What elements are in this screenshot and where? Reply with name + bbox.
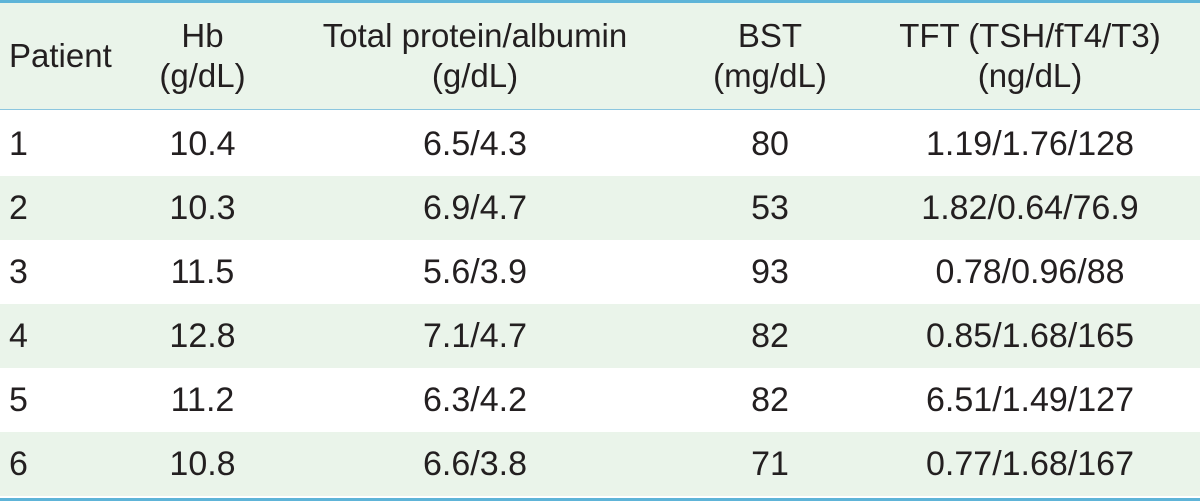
table-header-background xyxy=(0,3,1200,109)
cell-patient: 6 xyxy=(9,444,28,483)
header-tft-unit: (ng/dL) xyxy=(977,57,1083,94)
cell-hb: 12.8 xyxy=(169,316,236,355)
cell-tft: 0.78/0.96/88 xyxy=(935,252,1125,291)
cell-tft: 1.19/1.76/128 xyxy=(926,124,1134,163)
header-bst: BST (mg/dL) xyxy=(680,3,860,109)
cell-total-protein-albumin: 5.6/3.9 xyxy=(423,252,527,291)
cell-tft: 0.77/1.68/167 xyxy=(926,444,1134,483)
header-tft-line1: TFT (TSH/fT4/T3) xyxy=(899,17,1161,54)
cell-hb: 10.4 xyxy=(169,124,236,163)
cell-total-protein-albumin: 7.1/4.7 xyxy=(423,316,527,355)
cell-hb: 11.2 xyxy=(170,380,235,419)
header-tft: TFT (TSH/fT4/T3) (ng/dL) xyxy=(880,3,1180,109)
table-row: 3 11.5 5.6/3.9 93 0.78/0.96/88 xyxy=(0,240,1200,304)
cell-tft: 6.51/1.49/127 xyxy=(926,380,1134,419)
cell-hb: 11.5 xyxy=(170,252,235,291)
table-row: 1 10.4 6.5/4.3 80 1.19/1.76/128 xyxy=(0,112,1200,176)
table-row: 2 10.3 6.9/4.7 53 1.82/0.64/76.9 xyxy=(0,176,1200,240)
cell-bst: 53 xyxy=(751,188,789,227)
cell-bst: 82 xyxy=(751,380,789,419)
cell-patient: 5 xyxy=(9,380,28,419)
header-total-protein-unit: (g/dL) xyxy=(431,57,519,94)
table-header-rule xyxy=(0,109,1200,110)
header-hb-line1: Hb xyxy=(181,17,224,54)
header-hb-unit: (g/dL) xyxy=(159,57,246,94)
table-row: 5 11.2 6.3/4.2 82 6.51/1.49/127 xyxy=(0,368,1200,432)
cell-total-protein-albumin: 6.5/4.3 xyxy=(423,124,527,163)
cell-patient: 3 xyxy=(9,252,28,291)
cell-hb: 10.3 xyxy=(169,188,236,227)
header-patient-line1: Patient xyxy=(9,37,112,74)
cell-bst: 80 xyxy=(751,124,789,163)
header-hb: Hb (g/dL) xyxy=(140,3,265,109)
cell-tft: 1.82/0.64/76.9 xyxy=(921,188,1139,227)
header-patient: Patient xyxy=(9,3,139,109)
cell-tft: 0.85/1.68/165 xyxy=(926,316,1134,355)
table-bottom-rule xyxy=(0,498,1200,501)
cell-bst: 71 xyxy=(751,444,789,483)
cell-total-protein-albumin: 6.9/4.7 xyxy=(423,188,527,227)
header-total-protein-line1: Total protein/albumin xyxy=(322,17,628,54)
table-row: 6 10.8 6.6/3.8 71 0.77/1.68/167 xyxy=(0,432,1200,496)
table-top-rule xyxy=(0,0,1200,3)
cell-patient: 4 xyxy=(9,316,28,355)
cell-bst: 93 xyxy=(751,252,789,291)
cell-total-protein-albumin: 6.3/4.2 xyxy=(423,380,527,419)
table-row: 4 12.8 7.1/4.7 82 0.85/1.68/165 xyxy=(0,304,1200,368)
header-bst-unit: (mg/dL) xyxy=(713,57,827,94)
cell-bst: 82 xyxy=(751,316,789,355)
cell-hb: 10.8 xyxy=(169,444,236,483)
header-total-protein-albumin: Total protein/albumin (g/dL) xyxy=(290,3,660,109)
cell-patient: 2 xyxy=(9,188,28,227)
cell-total-protein-albumin: 6.6/3.8 xyxy=(423,444,527,483)
header-bst-line1: BST xyxy=(737,17,803,54)
cell-patient: 1 xyxy=(9,124,28,163)
